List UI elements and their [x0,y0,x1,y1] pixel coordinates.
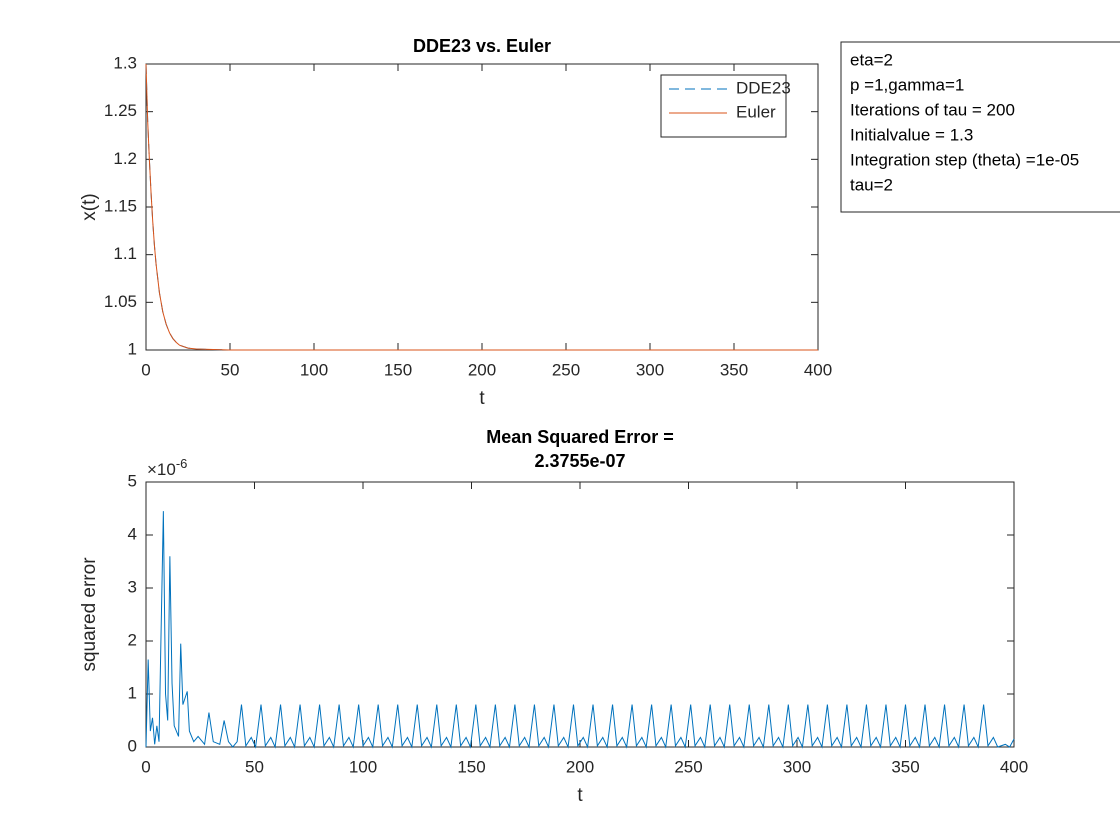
x-tick-label: 300 [636,360,664,379]
y-exponent-power: -6 [176,456,188,471]
y-tick-label: 1.25 [104,101,137,120]
x-tick-label: 50 [245,757,264,776]
annotation-box [840,41,1120,213]
x-axis-label: t [577,785,583,806]
annotation-line: p =1,gamma=1 [850,75,964,94]
y-tick-label: 1 [128,339,137,358]
data-line [145,511,1015,749]
data-line [145,63,818,351]
chart-title: 2.3755e-07 [534,451,625,471]
x-tick-label: 100 [300,360,328,379]
x-tick-label: 400 [804,360,832,379]
y-axis-label: x(t) [79,193,100,220]
plot-area [145,481,1015,748]
y-tick-label: 1 [128,683,137,702]
x-tick-label: 150 [457,757,485,776]
chart-title: Mean Squared Error = [486,427,674,447]
x-tick-label: 0 [141,757,150,776]
y-exponent: ×10-6 [147,456,187,479]
y-exponent-base: ×10 [147,460,176,479]
legend-box [660,74,787,138]
x-tick-label: 150 [384,360,412,379]
y-tick-label: 1.1 [113,244,137,263]
x-tick-label: 200 [468,360,496,379]
y-tick-label: 4 [128,524,137,543]
annotation-line: eta=2 [850,50,893,69]
y-tick-label: 1.2 [113,149,137,168]
chart-title: DDE23 vs. Euler [413,36,551,56]
y-tick-label: 1.15 [104,196,137,215]
annotation-line: Integration step (theta) =1e-05 [850,150,1079,169]
y-tick-label: 0 [128,736,137,755]
y-tick-label: 3 [128,577,137,596]
x-tick-label: 400 [1000,757,1028,776]
legend-label: DDE23 [736,78,791,97]
x-tick-label: 350 [891,757,919,776]
x-tick-label: 250 [552,360,580,379]
x-tick-label: 50 [221,360,240,379]
x-tick-label: 100 [349,757,377,776]
y-tick-label: 5 [128,471,137,490]
y-tick-label: 1.3 [113,53,137,72]
y-tick-label: 2 [128,630,137,649]
x-tick-label: 250 [674,757,702,776]
x-axis-label: t [479,388,485,409]
x-tick-label: 300 [783,757,811,776]
annotation-line: tau=2 [850,175,893,194]
annotation-line: Iterations of tau = 200 [850,100,1015,119]
x-tick-label: 0 [141,360,150,379]
x-tick-label: 350 [720,360,748,379]
legend-label: Euler [736,102,776,121]
y-axis-label: squared error [79,557,100,672]
annotation-line: Initialvalue = 1.3 [850,125,973,144]
y-tick-label: 1.05 [104,292,137,311]
x-tick-label: 200 [566,757,594,776]
